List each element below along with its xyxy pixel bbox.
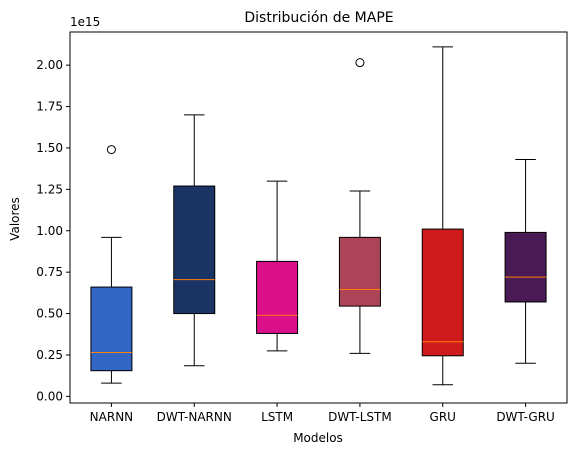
x-tick-label: NARNN: [90, 410, 133, 424]
y-axis-offset-text: 1e15: [70, 15, 100, 29]
box-dwt-narnn: [174, 186, 215, 314]
y-tick-label: 1.50: [36, 141, 63, 155]
x-tick-label: DWT-GRU: [496, 410, 555, 424]
plot-layer: 0.00 0.25 0.50 0.75 1.00 1.25 1.50 1.75 2.00 NARN…: [36, 47, 555, 424]
box-dwt-gru: [505, 232, 546, 302]
box-narnn: [91, 287, 132, 371]
y-tick-label: 0.75: [36, 265, 63, 279]
plot-frame: [70, 32, 567, 403]
y-tick-label: 2.00: [36, 58, 63, 72]
y-tick-label: 1.25: [36, 182, 63, 196]
outlier-point: [356, 59, 364, 67]
y-tick-label: 0.50: [36, 307, 63, 321]
y-tick-label: 1.75: [36, 100, 63, 114]
y-axis-label: Valores: [8, 197, 22, 241]
box-gru: [422, 229, 463, 356]
chart-title: Distribución de MAPE: [244, 10, 393, 26]
y-tick-label: 0.00: [36, 389, 63, 403]
box-lstm: [257, 261, 298, 333]
x-tick-label: GRU: [430, 410, 456, 424]
x-tick-label: DWT-LSTM: [328, 410, 392, 424]
x-tick-label: DWT-NARNN: [157, 410, 232, 424]
outlier-point: [107, 146, 115, 154]
y-tick-label: 1.00: [36, 224, 63, 238]
y-tick-label: 0.25: [36, 348, 63, 362]
x-tick-label: LSTM: [261, 410, 293, 424]
x-axis-label: Modelos: [293, 431, 343, 445]
box-dwt-lstm: [339, 237, 380, 306]
